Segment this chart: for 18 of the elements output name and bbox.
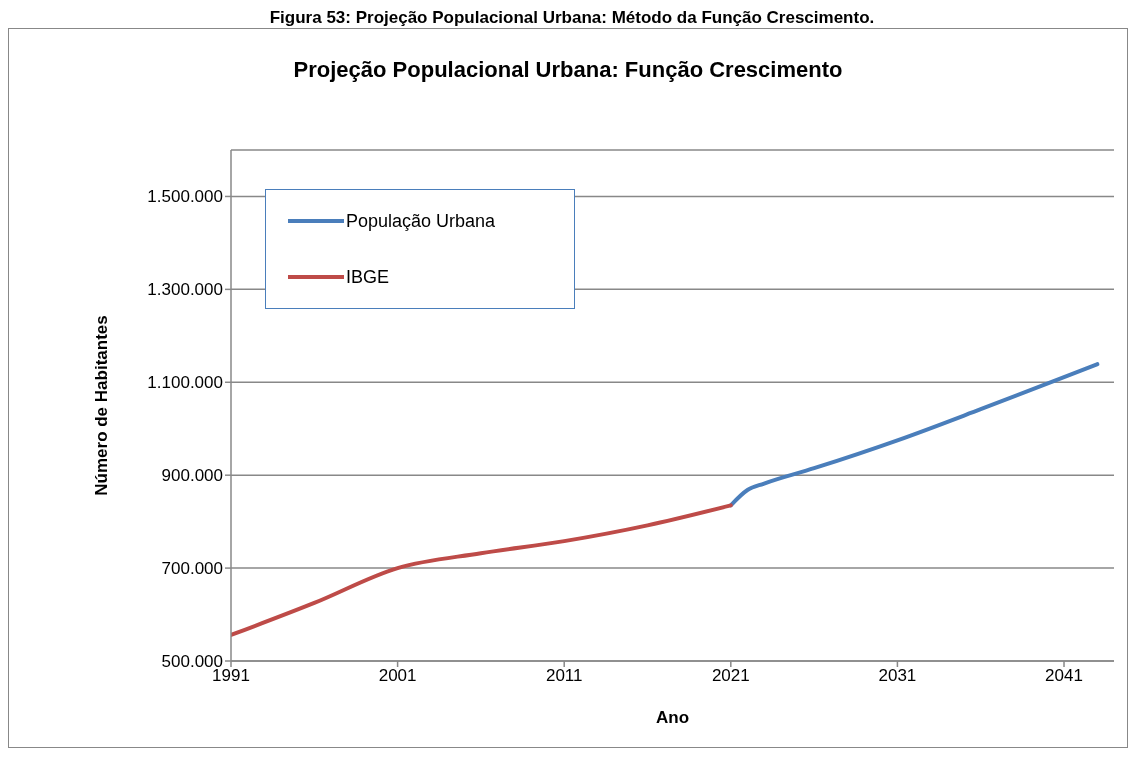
line-series	[231, 503, 733, 637]
y-tick-label: 700.000	[161, 559, 223, 579]
x-tick-label: 2041	[1045, 666, 1083, 686]
text: Figura 53: Projeção Populacional Urbana: Método da Função Crescimento.	[268, 8, 876, 28]
chart-title: Projeção Populacional Urbana: Função Crescimento	[292, 57, 844, 84]
x-tick-label: 2031	[878, 666, 917, 686]
line-series	[728, 362, 1100, 508]
x-tick-label: 2021	[711, 666, 750, 686]
x-axis-title: Ano	[655, 708, 690, 727]
y-tick-label: 1.100.000	[147, 373, 223, 393]
y-tick-label: 1.300.000	[147, 280, 223, 300]
x-tick-label: 2001	[378, 666, 417, 686]
y-tick-label: 900.000	[161, 466, 223, 486]
legend-label: IBGE	[346, 266, 390, 288]
y-tick-label: 1.500.000	[147, 187, 223, 207]
x-tick-label: 2011	[545, 666, 583, 686]
y-axis-title: Número de Habitantes	[92, 315, 112, 496]
legend-label: População Urbana	[346, 210, 496, 232]
